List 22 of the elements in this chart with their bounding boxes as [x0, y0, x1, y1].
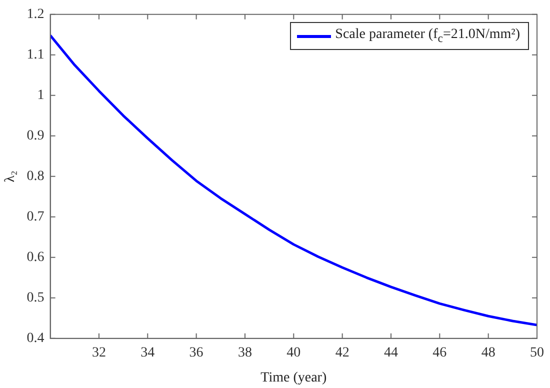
- y-tick-label: 1.1: [26, 48, 44, 63]
- y-tick-label: 1.2: [26, 7, 44, 22]
- x-axis-title: Time (year): [260, 370, 327, 386]
- x-tick-label: 44: [384, 345, 398, 360]
- y-tick-label: 1: [37, 88, 44, 104]
- x-tick-label: 38: [238, 345, 252, 360]
- y-tick-label: 0.4: [26, 331, 44, 346]
- y-tick-label: 0.5: [26, 290, 44, 306]
- x-tick-label: 36: [189, 345, 204, 360]
- x-tick-label: 42: [335, 345, 350, 360]
- x-tick-label: 46: [432, 345, 447, 360]
- legend-label: Scale parameter (f$_{c}$=21.0N/mm²): [335, 27, 520, 46]
- y-tick-label: 0.9: [26, 128, 44, 144]
- x-tick-label: 48: [481, 345, 496, 360]
- y-tick-label: 0.8: [26, 169, 44, 184]
- x-tick-label: 40: [286, 345, 301, 360]
- y-axis-title: λ₂: [3, 170, 18, 182]
- y-tick-label: 0.6: [26, 250, 44, 266]
- x-tick-label: 50: [530, 345, 544, 360]
- x-tick-label: 34: [140, 345, 155, 360]
- y-tick-label: 0.7: [26, 210, 44, 225]
- x-tick-label: 32: [92, 345, 106, 360]
